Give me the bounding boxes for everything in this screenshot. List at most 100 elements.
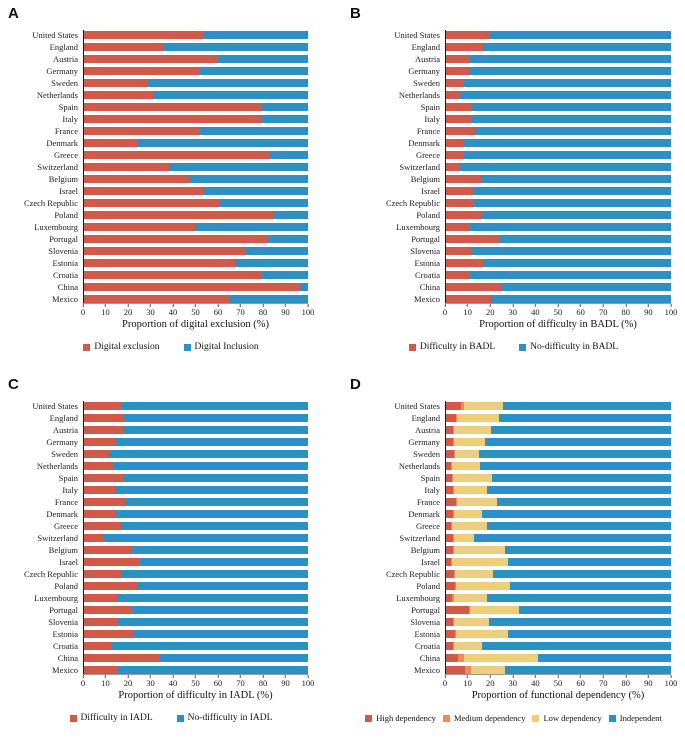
bar-segment [84, 103, 263, 111]
country-label: Austria [414, 54, 440, 64]
panel-b-plot: United States England Austria Germany Sweden… [368, 30, 671, 303]
country-label: Israel [59, 557, 78, 567]
bar-row: Austria [6, 55, 308, 63]
bar-segment [203, 31, 308, 39]
country-label: Switzerland [37, 533, 78, 543]
x-tick: 70 [236, 304, 245, 317]
bar-segment [498, 414, 671, 422]
country-label: Italy [424, 114, 440, 124]
legend-swatch [519, 343, 527, 351]
bar-track [446, 151, 671, 159]
country-label: Switzerland [399, 533, 440, 543]
bar-track [446, 43, 671, 51]
panel-a-x-axis: 0 10 20 30 40 50 60 70 80 90 100 [81, 303, 314, 318]
legend-swatch [176, 714, 184, 722]
bar-row: Austria [368, 55, 671, 63]
bar-track [446, 259, 671, 267]
bar-track [84, 235, 308, 243]
panel-a-bars: United States England Austria Germany Sweden… [6, 31, 308, 303]
country-label: United States [394, 30, 440, 40]
bar-track [446, 642, 671, 650]
bar-segment [451, 558, 508, 566]
bar-track [84, 474, 308, 482]
bar-segment [84, 199, 220, 207]
bar-track [446, 498, 671, 506]
bar-track [84, 426, 308, 434]
bar-segment [202, 187, 308, 195]
bar-segment [262, 271, 308, 279]
bar-segment [84, 175, 190, 183]
bar-segment [84, 247, 246, 255]
country-label: France [416, 126, 440, 136]
bar-segment [452, 438, 454, 446]
bar-track [84, 486, 308, 494]
bar-segment [455, 570, 494, 578]
panel-b-x-axis-title: Proportion of difficulty in BADL (%) [479, 319, 637, 330]
bar-row: Poland [368, 582, 671, 590]
bar-segment [446, 127, 476, 135]
bar-segment [446, 582, 455, 590]
x-tick: 40 [531, 304, 540, 317]
panel-d-x-axis-title: Proportion of functional dependency (%) [471, 690, 645, 701]
bar-segment [84, 570, 121, 578]
x-tick: 20 [486, 304, 495, 317]
bar-row: Germany [6, 438, 308, 446]
bar-segment [84, 295, 230, 303]
bar-segment [446, 211, 482, 219]
bar-track [84, 522, 308, 530]
country-label: Mexico [52, 665, 78, 675]
country-label: Greece [415, 521, 440, 531]
bar-segment [84, 55, 218, 63]
bar-segment [84, 486, 116, 494]
bar-segment [471, 103, 671, 111]
bar-track [84, 462, 308, 470]
panel-d-bars: United States England Austria Germany Sweden… [368, 402, 671, 674]
bar-segment [300, 283, 308, 291]
bar-track [446, 654, 671, 662]
country-label: Luxembourg [34, 593, 78, 603]
bar-track [446, 534, 671, 542]
bar-segment [446, 235, 499, 243]
bar-segment [453, 618, 489, 626]
legend-item: High dependency [365, 713, 436, 723]
bar-segment [451, 474, 453, 482]
country-label: Greece [53, 521, 78, 531]
bar-segment [84, 666, 118, 674]
country-label: Belgium [410, 174, 440, 184]
bar-segment [455, 630, 457, 638]
bar-row: Slovenia [368, 247, 671, 255]
bar-segment [486, 594, 671, 602]
bar-segment [446, 546, 453, 554]
bar-row: Mexico [368, 295, 671, 303]
bar-segment [492, 474, 671, 482]
country-label: Sweden [413, 449, 440, 459]
bar-segment [84, 474, 124, 482]
bar-segment [84, 438, 116, 446]
bar-row: Spain [368, 103, 671, 111]
bar-track [84, 139, 308, 147]
country-label: Mexico [414, 294, 440, 304]
bar-segment [452, 534, 454, 542]
bar-segment [84, 510, 116, 518]
panel-a-x-axis-title: Proportion of digital exclusion (%) [122, 319, 269, 330]
bar-row: Belgium [368, 175, 671, 183]
bar-row: Croatia [6, 271, 308, 279]
country-label: Germany [46, 66, 78, 76]
bar-track [446, 163, 671, 171]
x-tick: 100 [665, 675, 678, 688]
bar-row: Slovenia [368, 618, 671, 626]
bar-track [446, 582, 671, 590]
bar-row: Poland [6, 211, 308, 219]
bar-segment [84, 414, 125, 422]
bar-segment [110, 642, 308, 650]
bar-segment [498, 235, 671, 243]
bar-track [84, 103, 308, 111]
bar-track [446, 594, 671, 602]
bar-row: Czech Republic [368, 199, 671, 207]
x-tick: 80 [259, 675, 268, 688]
bar-row: Luxembourg [368, 594, 671, 602]
bar-segment [486, 522, 671, 530]
bar-track [446, 510, 671, 518]
bar-segment [147, 79, 308, 87]
x-tick: 10 [463, 304, 472, 317]
